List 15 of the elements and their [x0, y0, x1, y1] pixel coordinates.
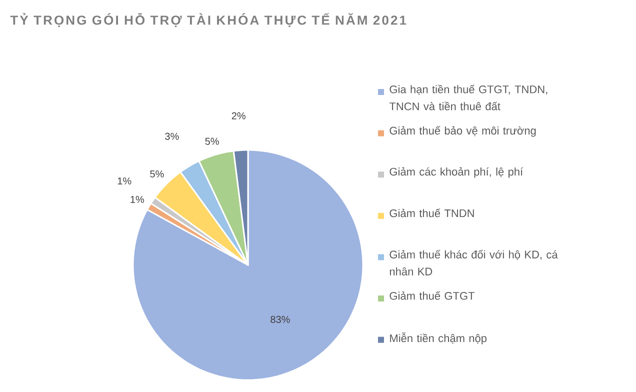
legend-label: Giảm thuế bảo vệ môi trường — [390, 126, 536, 137]
legend-label: Giảm các khoản phí, lệ phí — [390, 167, 524, 178]
chart-title: TỶ TRỌNG GÓI HỖ TRỢ TÀI KHÓA THỰC TẾ NĂM 2021 — [10, 13, 406, 27]
data-label: 3% — [165, 132, 179, 140]
data-label: 2% — [232, 112, 246, 120]
legend-label: Giảm thuế khác đối với hộ KD, cá nhân KD — [390, 250, 558, 276]
data-label: 5% — [205, 138, 219, 145]
data-label: 5% — [150, 170, 164, 178]
data-label: 1% — [130, 196, 144, 203]
legend-label: Giảm thuế GTGT — [390, 291, 475, 300]
data-label: 1% — [118, 177, 132, 184]
legend-label: Miễn tiền chậm nộp — [390, 332, 487, 344]
data-label: 83% — [270, 316, 290, 323]
legend-label: Giảm thuế TNDN — [390, 208, 474, 218]
legend-label: Gia hạn tiền thuế GTGT, TNDN, TNCN và tiền thuê đất — [389, 84, 548, 110]
